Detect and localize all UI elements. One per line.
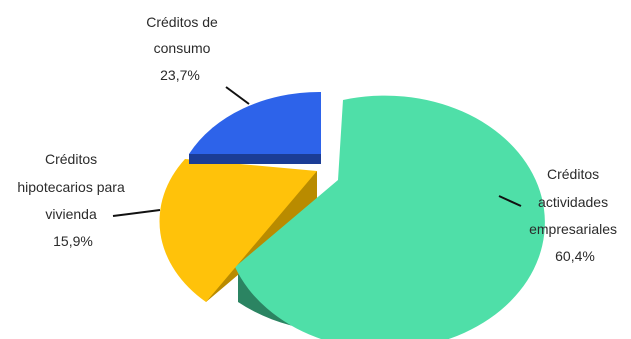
leader-line-empresariales [498,195,522,207]
label-empresariales-line-3: empresariales [529,221,617,237]
leader-line-consumo [225,86,250,105]
label-empresariales-line-1: Créditos [547,166,599,182]
label-empresariales-line-2: actividades [538,194,608,210]
label-hipotecarios-line-1: Créditos [45,151,97,167]
label-consumo-line-2: consumo [154,40,211,56]
label-empresariales: Créditos actividades empresariales 60,4% [529,166,621,264]
label-hipotecarios-value: 15,9% [53,233,93,249]
pie-top [159,91,545,339]
label-empresariales-value: 60,4% [555,248,595,264]
leader-line-hipotecarios [112,209,161,217]
label-consumo-value: 23,7% [160,67,200,83]
leader-lines [112,86,522,217]
label-consumo: Créditos de consumo 23,7% [146,14,221,83]
label-hipotecarios: Créditos hipotecarios para vivienda 15,9… [17,151,128,249]
label-hipotecarios-line-3: vivienda [45,206,97,222]
label-hipotecarios-line-2: hipotecarios para [17,179,125,195]
slice-empresariales [235,95,545,339]
slice-consumo [189,91,321,154]
label-consumo-line-1: Créditos de [146,14,218,30]
slice-consumo-edge [189,154,321,164]
slice-hipotecarios [159,159,317,302]
